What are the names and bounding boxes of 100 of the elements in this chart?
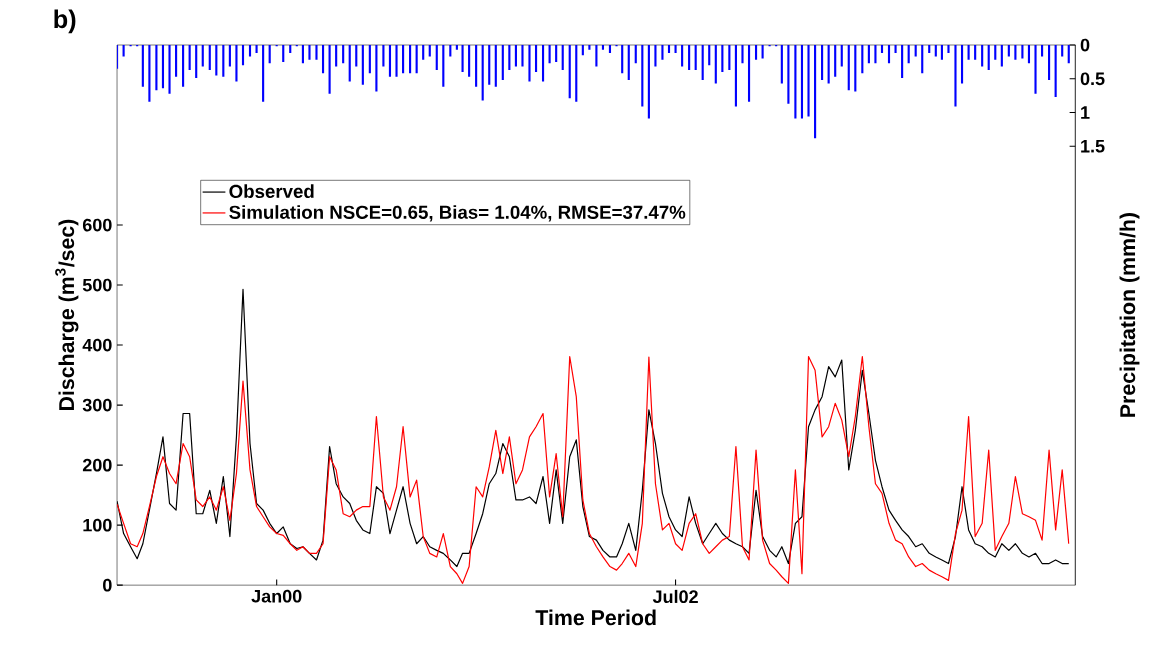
bar — [508, 44, 511, 70]
bar — [514, 44, 517, 67]
bar — [654, 44, 657, 67]
bar — [728, 44, 731, 70]
bar — [255, 44, 258, 54]
y2-tick-label: 0 — [1080, 38, 1090, 52]
bar — [555, 44, 558, 62]
bar — [1048, 44, 1051, 81]
bar — [308, 44, 311, 60]
bar — [175, 44, 178, 77]
bar — [840, 44, 843, 67]
bar — [188, 44, 191, 70]
bar — [195, 44, 198, 79]
bar — [475, 44, 478, 87]
bar — [874, 44, 877, 64]
bar — [501, 44, 504, 81]
bar — [960, 44, 964, 84]
bar — [1027, 44, 1031, 64]
bar — [981, 44, 984, 67]
bar — [415, 44, 418, 74]
bar — [262, 44, 265, 102]
legend-label: Simulation NSCE=0.65, Bias= 1.04%, RMSE=37.47% — [229, 205, 686, 222]
y-tick-label: 100 — [83, 518, 112, 532]
bar — [814, 44, 817, 139]
bar — [954, 44, 957, 107]
bar — [907, 44, 910, 64]
bar — [708, 44, 711, 66]
bar — [228, 44, 231, 67]
bar — [1000, 44, 1003, 67]
y-axis-title: Discharge (m$^{3}$/sec) — [55, 219, 79, 410]
bar — [1007, 44, 1010, 57]
bar — [761, 44, 764, 59]
bar — [887, 44, 891, 64]
bar — [222, 44, 225, 77]
bar — [468, 44, 471, 77]
bar — [521, 44, 524, 67]
bar — [647, 44, 650, 119]
bar — [342, 44, 345, 64]
bar — [1054, 44, 1057, 97]
bar — [627, 44, 630, 81]
bar — [182, 44, 185, 87]
bar — [215, 44, 218, 76]
bar — [315, 44, 318, 60]
y-tick-label: 300 — [82, 398, 112, 412]
bar — [568, 44, 571, 99]
bar — [375, 44, 378, 92]
bar — [800, 44, 804, 119]
bar — [581, 44, 584, 56]
bar — [794, 44, 797, 119]
bar — [827, 44, 830, 84]
bar — [368, 44, 371, 74]
bar — [821, 44, 824, 81]
bar — [867, 44, 870, 64]
x-axis-title: Time Period — [535, 609, 656, 626]
bar — [541, 44, 545, 82]
bar — [481, 44, 484, 101]
bar — [901, 44, 904, 79]
bar — [747, 44, 751, 102]
y-tick-label: 200 — [82, 458, 112, 472]
line-series — [117, 355, 1070, 584]
bar — [661, 44, 664, 60]
bar — [967, 44, 970, 60]
bar — [282, 44, 285, 62]
bar — [528, 44, 531, 82]
x-tick-label: Jul02 — [652, 589, 698, 603]
bar — [1034, 44, 1037, 94]
bar — [834, 44, 837, 77]
bar — [734, 44, 737, 107]
bar — [974, 44, 977, 60]
bar — [741, 44, 744, 64]
bar — [947, 44, 950, 54]
bar — [694, 44, 697, 70]
bar — [168, 44, 171, 94]
bar — [847, 44, 850, 91]
bar — [701, 44, 704, 81]
bar — [634, 44, 637, 64]
bar — [1067, 44, 1070, 64]
x-tick-label: Jan00 — [251, 589, 302, 603]
bar — [1021, 44, 1024, 59]
bar — [409, 44, 412, 74]
y-tick-label: 400 — [82, 338, 112, 352]
bar — [335, 44, 338, 67]
bar — [1014, 44, 1017, 60]
bar — [608, 44, 612, 54]
y2-tick-label: 0.5 — [1080, 72, 1105, 86]
y-tick-label: 500 — [82, 278, 112, 292]
y2-tick-label: 1 — [1081, 106, 1090, 119]
bar — [940, 44, 943, 60]
bar — [161, 44, 165, 89]
bar — [141, 44, 144, 87]
bar — [488, 44, 491, 85]
bar — [122, 44, 125, 57]
chart-title: b) — [54, 9, 76, 34]
bar — [428, 44, 431, 57]
bar — [435, 44, 438, 70]
bar — [754, 44, 758, 60]
y-tick-label: 600 — [82, 218, 112, 232]
bar — [328, 44, 331, 94]
bar — [461, 44, 464, 72]
bar — [455, 44, 458, 50]
